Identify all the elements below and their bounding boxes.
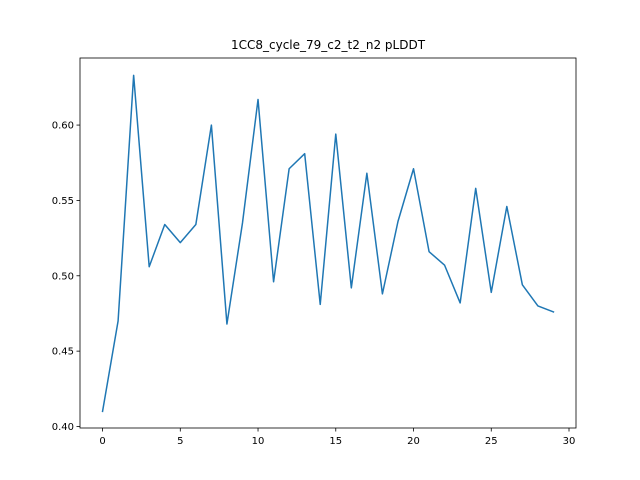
data-point [444,264,446,266]
data-point [319,304,321,306]
x-tick-label: 15 [329,436,342,447]
data-point [226,323,228,325]
data-point [413,168,415,170]
x-tick-label: 30 [563,436,576,447]
data-point [273,281,275,283]
series-line-0 [101,74,555,413]
data-point [117,320,119,322]
data-point [382,293,384,295]
data-point [475,188,477,190]
y-tick-label: 0.60 [52,121,74,132]
data-point [179,242,181,244]
x-tick-label: 10 [252,436,265,447]
axes-frame [79,57,577,429]
data-point [428,251,430,253]
data-point [351,287,353,289]
data-point [242,222,244,224]
y-tick-label: 0.50 [52,271,74,282]
data-point [164,224,166,226]
data-point [195,224,197,226]
data-point [288,168,290,170]
data-point [366,173,368,175]
plot-area [101,74,555,413]
data-point [304,153,306,155]
data-point [335,133,337,135]
x-tick-label: 20 [407,436,420,447]
data-point [537,305,539,307]
data-point [102,411,104,413]
data-point [553,311,555,313]
data-point [397,221,399,223]
x-tick-label: 5 [177,436,183,447]
data-point [490,292,492,294]
data-point [522,284,524,286]
y-tick-label: 0.45 [52,347,74,358]
data-point [459,302,461,304]
data-point [133,75,135,77]
data-point [257,99,259,101]
x-tick-label: 25 [485,436,498,447]
y-tick-label: 0.40 [52,422,74,433]
data-point [148,266,150,268]
data-point [211,124,213,126]
x-tick-label: 0 [99,436,105,447]
axis-ticks: 0 5 10 15 20 25 30 0.40 0.45 0.50 0.55 0.60 [52,121,576,447]
chart-title: 1CC8_cycle_79_c2_t2_n2 pLDDT [231,38,426,52]
data-point [506,206,508,208]
y-tick-label: 0.55 [52,196,74,207]
